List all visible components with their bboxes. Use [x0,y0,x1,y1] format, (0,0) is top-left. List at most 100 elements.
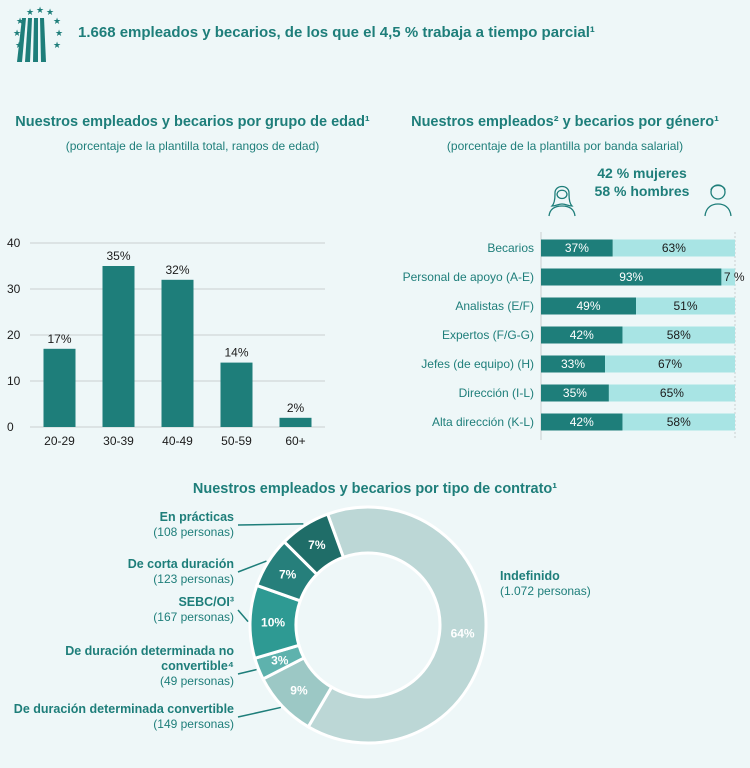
gender-chart-title: Nuestros empleados² y becarios por géner… [411,114,719,130]
age-bar-chart: 0 10 20 30 40 17% 20-29 35% 30-39 32% 40-49 14% 50-5… [7,236,325,448]
data-label: 14% [224,346,248,360]
svg-text:★: ★ [26,7,34,17]
men-bar [612,239,735,257]
slice-name-label: convertible⁴ [161,659,234,673]
slice-detail-label: (167 personas) [153,610,234,624]
men-value-label: 58% [667,415,691,429]
leader-line [237,609,249,623]
y-tick-label: 10 [7,374,21,388]
gender-chart-subtitle: (porcentaje de la plantilla por banda sa… [446,139,684,153]
slice-name-label: Indefinido [500,569,560,583]
age-chart-subtitle: (porcentaje de la plantilla total, rango… [65,139,320,153]
svg-text:★: ★ [15,40,23,50]
y-tick-label: 40 [7,236,21,250]
slice-pct-label: 64% [451,627,475,641]
data-label: 32% [165,263,189,277]
logo-icon: ★ ★ ★ ★★★ ★★★ [13,5,63,62]
svg-text:★: ★ [53,40,61,50]
x-tick-label: 50-59 [221,434,252,448]
gender-legend: 42 % mujeres 58 % hombres [592,164,692,200]
women-value-label: 33% [561,357,585,371]
men-bar [636,297,735,315]
contract-donut-chart: 64% 9% 3% 10% 7% 7% Indefinido(1.072 personas)… [14,505,591,745]
men-value-label: 51% [674,299,698,313]
y-tick-label: 30 [7,282,21,296]
row-label: Alta dirección (K-L) [432,415,534,429]
slice-label-group: SEBC/OI³(167 personas) [153,595,234,624]
slice-name-label: De corta duración [128,557,234,571]
row-label: Dirección (I-L) [459,386,534,400]
row-label: Jefes (de equipo) (H) [421,357,534,371]
slice-detail-label: (1.072 personas) [500,584,591,598]
data-label: 2% [287,401,305,415]
bar [161,279,194,427]
data-label: 35% [106,249,130,263]
men-value-label: 7 % [724,270,745,284]
contract-chart-title: Nuestros empleados y becarios por tipo d… [192,481,558,497]
bar [43,348,76,427]
slice-pct-label: 7% [308,538,326,552]
man-icon [704,184,732,217]
x-tick-label: 60+ [285,434,305,448]
women-value-label: 42% [570,415,594,429]
women-value-label: 37% [565,241,589,255]
women-bar [541,355,606,373]
women-value-label: 35% [563,386,587,400]
women-value-label: 42% [570,328,594,342]
row-label: Personal de apoyo (A-E) [403,270,534,284]
slice-name-label: De duración determinada no [65,644,234,658]
bar [220,362,253,427]
row-label: Analistas (E/F) [455,299,534,313]
y-tick-label: 0 [7,420,14,434]
bar [279,417,312,427]
slice-detail-label: (49 personas) [160,674,234,688]
headline: 1.668 empleados y becarios, de los que e… [78,24,595,41]
slice-pct-label: 10% [261,615,285,629]
men-legend: 58 % hombres [594,183,690,199]
svg-text:★: ★ [16,16,24,26]
slice-label-group: En prácticas(108 personas) [153,510,234,539]
leader-line [237,523,304,526]
svg-text:★: ★ [13,28,21,38]
women-bar [541,384,609,402]
slice-detail-label: (123 personas) [153,572,234,586]
row-label: Becarios [487,241,534,255]
y-tick-label: 20 [7,328,21,342]
women-bar [541,297,637,315]
women-bar [541,413,623,431]
x-tick-label: 30-39 [103,434,134,448]
slice-detail-label: (149 personas) [153,717,234,731]
donut-slice [306,505,488,745]
men-value-label: 63% [662,241,686,255]
men-value-label: 65% [660,386,684,400]
slice-name-label: SEBC/OI³ [178,595,234,609]
row-label: Expertos (F/G-G) [442,328,534,342]
slice-label-group: De duración determinada noconvertible⁴(4… [65,644,234,688]
men-bar [605,355,735,373]
age-chart-title: Nuestros empleados y becarios por grupo … [15,114,370,130]
men-bar [622,326,735,344]
slice-name-label: De duración determinada convertible [14,702,234,716]
women-bar [541,268,722,286]
slice-name-label: En prácticas [160,510,234,524]
svg-text:★: ★ [36,5,44,15]
x-tick-label: 40-49 [162,434,193,448]
women-bar [541,326,623,344]
slice-label-group: De duración determinada convertible(149 … [14,702,234,731]
slice-label-group: Indefinido(1.072 personas) [500,569,591,598]
svg-text:★: ★ [46,7,54,17]
women-bar [541,239,613,257]
slice-detail-label: (108 personas) [153,525,234,539]
men-value-label: 67% [658,357,682,371]
data-label: 17% [47,332,71,346]
leader-line [237,668,257,675]
slice-pct-label: 7% [279,567,297,581]
men-bar [721,268,735,286]
leader-line [237,560,267,573]
gender-bar-chart: Becarios 37% 63% Personal de apoyo (A-E) 93%… [403,232,745,440]
men-bar [622,413,735,431]
woman-icon [548,185,576,217]
slice-pct-label: 3% [271,653,289,667]
bar [102,266,135,427]
women-value-label: 49% [577,299,601,313]
